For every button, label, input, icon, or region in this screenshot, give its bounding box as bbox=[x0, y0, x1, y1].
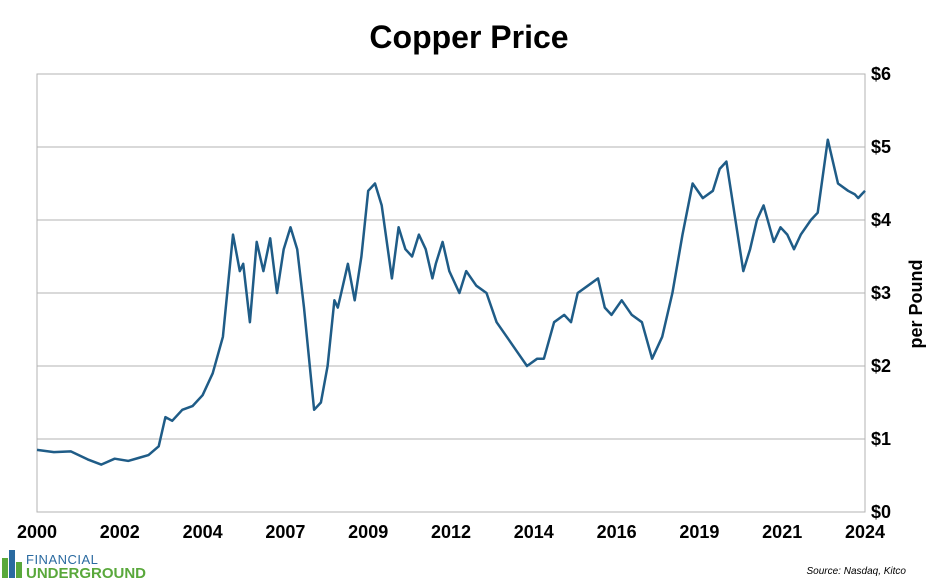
building-icon bbox=[2, 550, 22, 578]
brand-line1: FINANCIAL bbox=[26, 552, 98, 567]
y-tick-label: $3 bbox=[871, 283, 891, 303]
brand-logo: FINANCIAL UNDERGROUND bbox=[2, 550, 146, 580]
source-note: Source: Nasdaq, Kitco bbox=[807, 566, 907, 577]
y-tick-label: $2 bbox=[871, 356, 891, 376]
y-tick-label: $1 bbox=[871, 429, 891, 449]
x-tick-label: 2007 bbox=[265, 522, 305, 542]
x-tick-label: 2002 bbox=[100, 522, 140, 542]
x-tick-label: 2014 bbox=[514, 522, 554, 542]
y-tick-label: $5 bbox=[871, 137, 891, 157]
plot-frame bbox=[36, 73, 866, 513]
series-line-0 bbox=[36, 138, 866, 466]
x-tick-labels: 2000 2002 2004 2007 2009 2012 2014 2016 2019 2021… bbox=[17, 522, 885, 542]
x-tick-label: 2012 bbox=[431, 522, 471, 542]
x-tick-label: 2019 bbox=[679, 522, 719, 542]
y-tick-labels: $0 $1 $2 $3 $4 $5 $6 bbox=[871, 64, 891, 522]
x-tick-label: 2016 bbox=[597, 522, 637, 542]
series-group bbox=[36, 138, 866, 466]
x-tick-label: 2004 bbox=[183, 522, 223, 542]
x-tick-label: 2009 bbox=[348, 522, 388, 542]
x-tick-label: 2000 bbox=[17, 522, 57, 542]
gridlines bbox=[37, 146, 865, 440]
x-tick-label: 2021 bbox=[762, 522, 802, 542]
y-tick-label: $6 bbox=[871, 64, 891, 84]
y-tick-label: $4 bbox=[871, 210, 891, 230]
x-tick-label: 2024 bbox=[845, 522, 885, 542]
y-axis-label: per Pound bbox=[906, 260, 926, 349]
brand-line2: UNDERGROUND bbox=[26, 565, 146, 580]
y-tick-label: $0 bbox=[871, 502, 891, 522]
chart-title: Copper Price bbox=[369, 19, 568, 55]
